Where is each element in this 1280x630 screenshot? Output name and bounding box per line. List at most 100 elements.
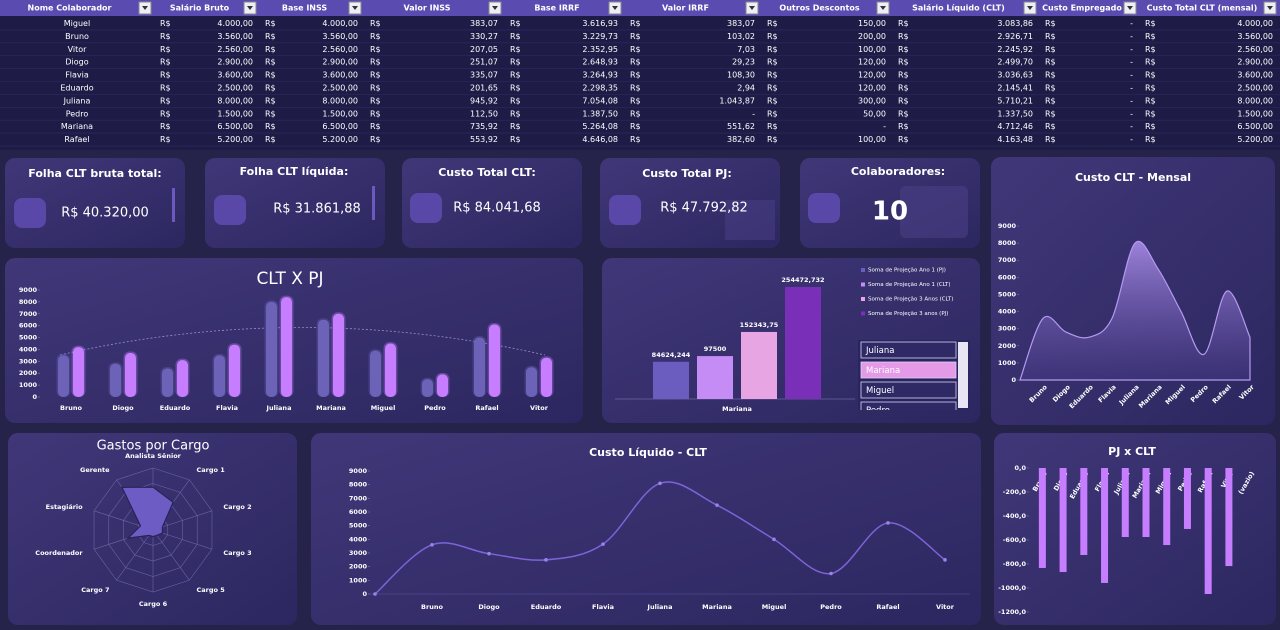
currency: R$ bbox=[510, 58, 521, 67]
bar bbox=[741, 331, 777, 399]
currency: R$ bbox=[370, 32, 381, 41]
currency: R$ bbox=[265, 83, 276, 92]
cell: 4.163,48 bbox=[997, 135, 1033, 144]
cell: 1.043,87 bbox=[719, 96, 755, 105]
point bbox=[886, 521, 890, 525]
x-tick-label: Miguel bbox=[762, 603, 787, 611]
x-tick-label: Vitor bbox=[936, 603, 955, 611]
currency: R$ bbox=[160, 122, 171, 131]
currency: R$ bbox=[767, 135, 778, 144]
card bbox=[5, 158, 185, 248]
y-tick-label: 7000 bbox=[349, 494, 368, 502]
x-tick-label: Eduardo bbox=[160, 404, 191, 412]
currency: R$ bbox=[510, 32, 521, 41]
y-tick-label: -400,0 bbox=[1003, 512, 1027, 520]
currency: R$ bbox=[1145, 109, 1156, 118]
bar bbox=[1038, 468, 1046, 568]
point bbox=[829, 571, 833, 576]
x-tick-label: Juliana bbox=[647, 603, 673, 611]
bar bbox=[489, 324, 500, 397]
cell: 7.054,08 bbox=[582, 96, 618, 105]
y-tick-label: 0 bbox=[32, 393, 37, 401]
currency: R$ bbox=[510, 122, 521, 131]
radar-spoke bbox=[116, 529, 154, 581]
currency: R$ bbox=[1045, 32, 1056, 41]
bar bbox=[110, 363, 121, 397]
currency: R$ bbox=[160, 58, 171, 67]
bar bbox=[1183, 468, 1191, 529]
currency: R$ bbox=[265, 71, 276, 80]
cell: 8.000,00 bbox=[217, 96, 253, 105]
slicer-item[interactable] bbox=[860, 381, 957, 399]
card-title: Colaboradores: bbox=[851, 165, 945, 178]
filter-arrow bbox=[352, 6, 358, 10]
cell: 3.264,93 bbox=[582, 71, 618, 80]
x-tick-label: Mariana bbox=[722, 405, 752, 413]
cell: 2.500,00 bbox=[1237, 83, 1273, 92]
cell: 2.499,70 bbox=[997, 58, 1033, 67]
currency: R$ bbox=[265, 32, 276, 41]
axis-label: Cargo 1 bbox=[196, 466, 225, 474]
cell: 383,07 bbox=[727, 19, 755, 28]
cell: 108,30 bbox=[727, 71, 755, 80]
slicer-scrollbar[interactable] bbox=[958, 342, 968, 408]
currency: R$ bbox=[160, 45, 171, 54]
cell: 2.245,92 bbox=[997, 45, 1033, 54]
cell: - bbox=[1130, 109, 1133, 118]
cell: 4.712,46 bbox=[997, 122, 1033, 131]
column-header: Nome Colaborador bbox=[28, 4, 112, 13]
decor bbox=[725, 200, 775, 240]
currency: R$ bbox=[1045, 45, 1056, 54]
cell: 120,00 bbox=[858, 58, 886, 67]
filter-arrow bbox=[612, 6, 618, 10]
currency: R$ bbox=[370, 135, 381, 144]
cell: 945,92 bbox=[470, 96, 498, 105]
bar bbox=[785, 287, 821, 399]
slicer-item[interactable] bbox=[860, 341, 957, 359]
cell: 8.000,00 bbox=[322, 96, 358, 105]
cell: - bbox=[1130, 45, 1133, 54]
decor bbox=[900, 186, 968, 238]
value-label: 254472,732 bbox=[781, 276, 824, 284]
y-tick-label: 7000 bbox=[998, 256, 1017, 264]
y-tick-label: 1000 bbox=[998, 359, 1017, 367]
x-tick-label: Pedro bbox=[820, 603, 842, 611]
currency: R$ bbox=[767, 19, 778, 28]
y-tick-label: 5000 bbox=[349, 522, 368, 530]
slicer-item[interactable] bbox=[860, 361, 957, 379]
filter-arrow bbox=[749, 6, 755, 10]
cell: 8.000,00 bbox=[1237, 96, 1273, 105]
cell: 7,03 bbox=[737, 45, 755, 54]
cell: 251,07 bbox=[470, 58, 498, 67]
axis-label: Analista Sênior bbox=[125, 452, 182, 460]
cell: 2.500,00 bbox=[322, 83, 358, 92]
cell: 5.200,00 bbox=[322, 135, 358, 144]
bar bbox=[1059, 468, 1067, 573]
currency: R$ bbox=[898, 122, 909, 131]
currency: R$ bbox=[630, 135, 641, 144]
filter-arrow bbox=[247, 6, 253, 10]
y-tick-label: 7000 bbox=[19, 310, 38, 318]
column-header: Valor INSS bbox=[404, 4, 451, 13]
cell: - bbox=[1130, 83, 1133, 92]
currency: R$ bbox=[265, 45, 276, 54]
currency: R$ bbox=[767, 109, 778, 118]
filter-arrow bbox=[880, 6, 886, 10]
column-header: Outros Descontos bbox=[779, 4, 859, 13]
currency: R$ bbox=[898, 58, 909, 67]
slicer-item[interactable] bbox=[860, 401, 957, 418]
currency: R$ bbox=[265, 122, 276, 131]
cell: Eduardo bbox=[60, 83, 93, 92]
bar bbox=[526, 367, 537, 397]
currency: R$ bbox=[630, 19, 641, 28]
chart-title: Gastos por Cargo bbox=[97, 439, 210, 454]
cell: 3.560,00 bbox=[1237, 32, 1273, 41]
currency: R$ bbox=[1145, 19, 1156, 28]
y-tick-label: 3000 bbox=[998, 325, 1017, 333]
currency: R$ bbox=[370, 19, 381, 28]
axis-label: Gerente bbox=[80, 466, 110, 474]
currency: R$ bbox=[898, 71, 909, 80]
card bbox=[402, 158, 582, 248]
radar-spoke bbox=[152, 529, 190, 581]
y-tick-label: 8000 bbox=[349, 481, 368, 489]
